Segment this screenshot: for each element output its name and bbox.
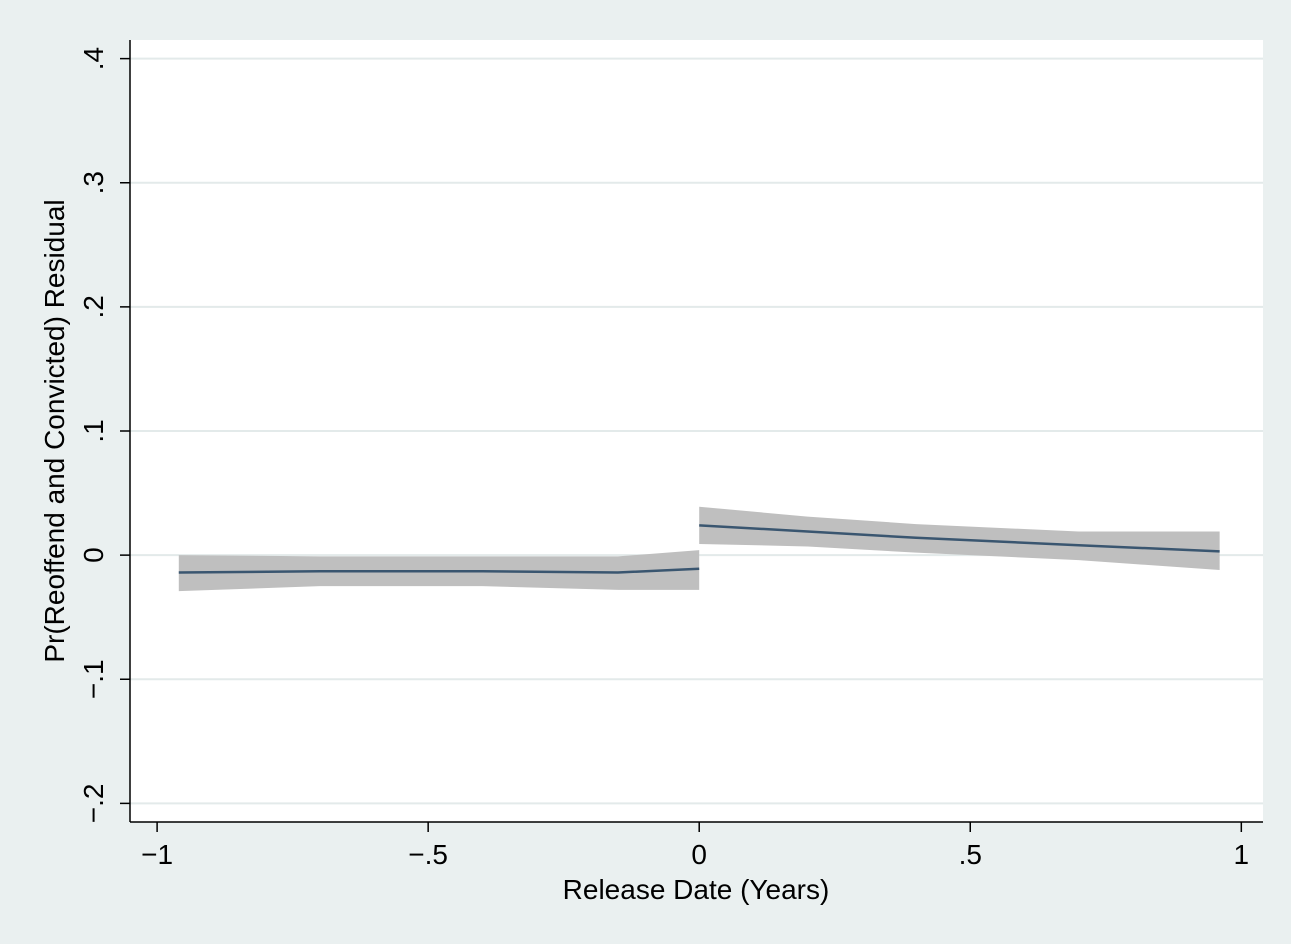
x-tick-label: 0 (691, 839, 707, 870)
y-tick-label: .4 (78, 47, 109, 70)
y-axis-label: Pr(Reoffend and Convicted) Residual (39, 199, 70, 662)
x-tick-label: −1 (141, 839, 173, 870)
y-tick-label: −.1 (78, 659, 109, 699)
x-tick-label: −.5 (408, 839, 448, 870)
fit-line-after (699, 524, 1220, 553)
y-tick-label: 0 (78, 547, 109, 563)
x-tick-label: 1 (1234, 839, 1250, 870)
y-tick-label: .1 (78, 419, 109, 442)
ci-band-after (699, 506, 1220, 571)
x-tick-label: .5 (959, 839, 982, 870)
grid-lines (130, 57, 1263, 805)
y-tick-label: −.2 (78, 784, 109, 824)
fit-lines (178, 524, 1220, 574)
x-axis-label: Release Date (Years) (563, 874, 830, 905)
y-tick-label: .2 (78, 295, 109, 318)
fit-line-before (178, 567, 700, 574)
axis-ticks: −.2 −.1 0 .1 .2 .3 .4 −1 −.5 0 .5 1 (78, 47, 1249, 870)
y-tick-label: .3 (78, 171, 109, 194)
